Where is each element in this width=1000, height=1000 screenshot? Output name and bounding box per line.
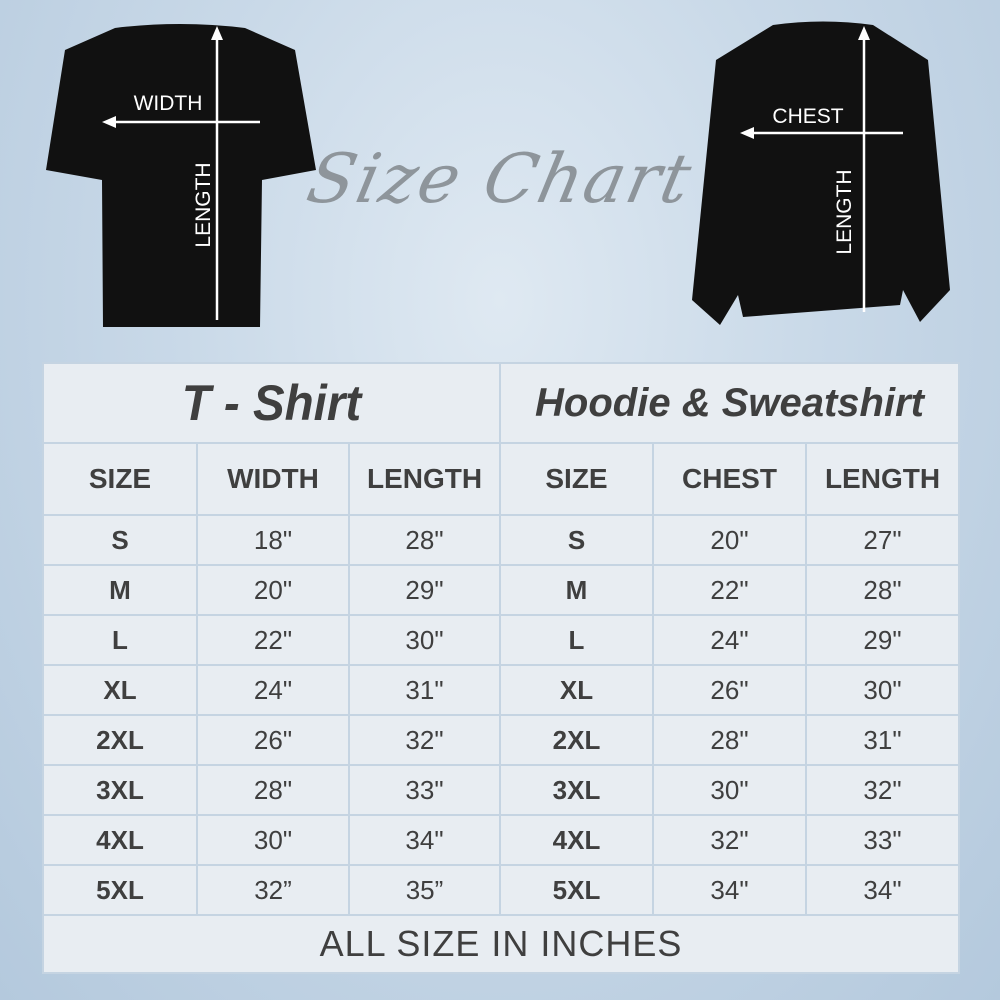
cell-t-size: L <box>44 616 196 664</box>
cell-h-chest: 32" <box>654 816 805 864</box>
table-row: XL 24" 31" XL 26" 30" <box>44 666 959 714</box>
cell-t-width: 26" <box>198 716 348 764</box>
cell-t-size: M <box>44 566 196 614</box>
table-row: 5XL 32” 35” 5XL 34" 34" <box>44 866 959 914</box>
cell-t-size: 2XL <box>44 716 196 764</box>
cell-h-chest: 26" <box>654 666 805 714</box>
column-header: SIZE <box>501 444 652 514</box>
cell-h-length: 31" <box>807 716 959 764</box>
cell-t-length: 29" <box>350 566 499 614</box>
size-table: T - Shirt Hoodie & Sweatshirt SIZE WIDTH… <box>42 362 961 974</box>
width-label: WIDTH <box>134 92 203 115</box>
cell-h-length: 27" <box>807 516 959 564</box>
cell-h-length: 30" <box>807 666 959 714</box>
cell-h-size: XL <box>501 666 652 714</box>
cell-h-size: 4XL <box>501 816 652 864</box>
cell-t-size: XL <box>44 666 196 714</box>
column-header: SIZE <box>44 444 196 514</box>
column-header: LENGTH <box>807 444 959 514</box>
tshirt-image: WIDTH LENGTH <box>46 24 316 327</box>
page-title: Size Chart <box>300 140 700 219</box>
cell-h-size: 5XL <box>501 866 652 914</box>
cell-h-size: 3XL <box>501 766 652 814</box>
cell-t-length: 33" <box>350 766 499 814</box>
hoodie-section-title: Hoodie & Sweatshirt <box>501 364 959 442</box>
cell-h-size: 2XL <box>501 716 652 764</box>
cell-h-size: S <box>501 516 652 564</box>
table-row: 3XL 28" 33" 3XL 30" 32" <box>44 766 959 814</box>
cell-h-size: M <box>501 566 652 614</box>
cell-h-chest: 30" <box>654 766 805 814</box>
cell-t-length: 30" <box>350 616 499 664</box>
cell-t-width: 30" <box>198 816 348 864</box>
cell-t-length: 32" <box>350 716 499 764</box>
column-header: WIDTH <box>198 444 348 514</box>
cell-h-chest: 20" <box>654 516 805 564</box>
cell-h-length: 33" <box>807 816 959 864</box>
cell-t-width: 28" <box>198 766 348 814</box>
cell-h-length: 32" <box>807 766 959 814</box>
cell-t-length: 34" <box>350 816 499 864</box>
table-row: L 22" 30" L 24" 29" <box>44 616 959 664</box>
cell-h-length: 28" <box>807 566 959 614</box>
table-row: M 20" 29" M 22" 28" <box>44 566 959 614</box>
sweatshirt-image: CHEST LENGTH <box>692 21 950 325</box>
tshirt-section-title: T - Shirt <box>44 364 499 442</box>
cell-t-length: 35” <box>350 866 499 914</box>
cell-t-width: 32” <box>198 866 348 914</box>
cell-h-chest: 28" <box>654 716 805 764</box>
table-row: S 18" 28" S 20" 27" <box>44 516 959 564</box>
cell-t-length: 28" <box>350 516 499 564</box>
cell-t-size: 3XL <box>44 766 196 814</box>
cell-t-size: 5XL <box>44 866 196 914</box>
cell-h-chest: 34" <box>654 866 805 914</box>
table-row: 2XL 26" 32" 2XL 28" 31" <box>44 716 959 764</box>
cell-h-chest: 24" <box>654 616 805 664</box>
units-note: ALL SIZE IN INCHES <box>44 916 959 972</box>
cell-t-width: 18" <box>198 516 348 564</box>
chest-label: CHEST <box>772 105 843 128</box>
cell-h-chest: 22" <box>654 566 805 614</box>
cell-t-size: S <box>44 516 196 564</box>
table-row: 4XL 30" 34" 4XL 32" 33" <box>44 816 959 864</box>
cell-h-length: 29" <box>807 616 959 664</box>
cell-t-width: 20" <box>198 566 348 614</box>
cell-t-width: 24" <box>198 666 348 714</box>
length-label: LENGTH <box>833 169 856 254</box>
cell-h-size: L <box>501 616 652 664</box>
column-header: CHEST <box>654 444 805 514</box>
length-label: LENGTH <box>192 162 215 247</box>
cell-h-length: 34" <box>807 866 959 914</box>
cell-t-length: 31" <box>350 666 499 714</box>
cell-t-size: 4XL <box>44 816 196 864</box>
column-header: LENGTH <box>350 444 499 514</box>
cell-t-width: 22" <box>198 616 348 664</box>
